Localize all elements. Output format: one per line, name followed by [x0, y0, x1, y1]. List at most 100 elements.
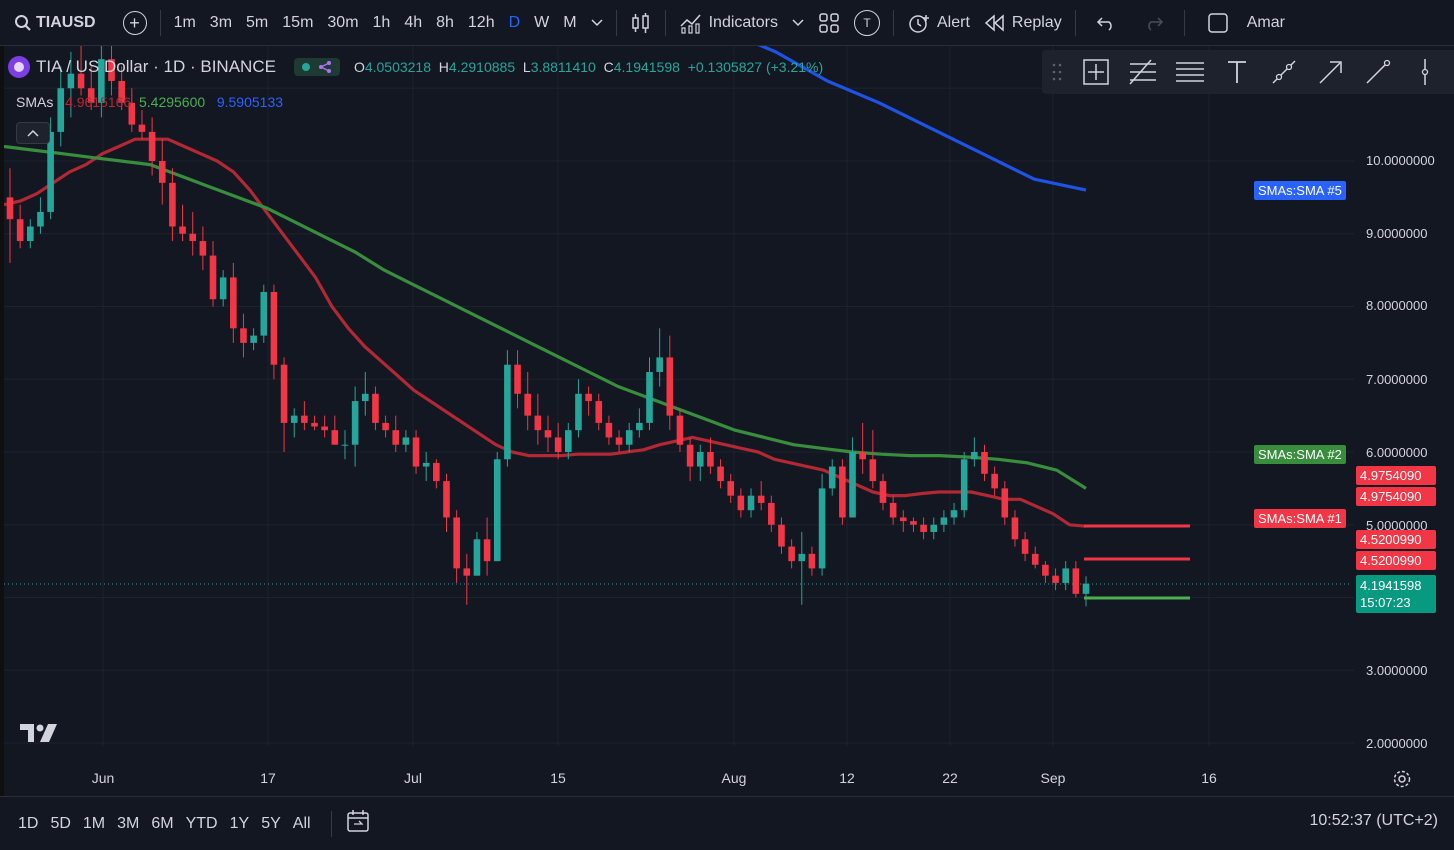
- candle-body: [504, 364, 511, 460]
- drag-handle[interactable]: [1052, 62, 1064, 82]
- templates-button[interactable]: T: [847, 0, 887, 46]
- candle-body: [118, 80, 125, 103]
- chart-pane[interactable]: [4, 46, 1454, 796]
- range-1y[interactable]: 1Y: [229, 814, 250, 832]
- interval-30m[interactable]: 30m: [327, 13, 359, 31]
- candle-body: [412, 437, 420, 467]
- legend-title[interactable]: TIA / US Dollar · 1D · BINANCE: [36, 57, 276, 76]
- candle-body: [138, 124, 146, 132]
- account-label: Amar: [1246, 13, 1285, 31]
- calendar-icon: [346, 810, 369, 832]
- parallel-channel-tool[interactable]: [1166, 50, 1213, 94]
- interval-m[interactable]: M: [563, 13, 577, 31]
- range-6m[interactable]: 6M: [151, 814, 174, 832]
- interval-w[interactable]: W: [534, 13, 550, 31]
- replay-button[interactable]: Replay: [977, 0, 1069, 46]
- time-tick: Jun: [91, 770, 115, 786]
- candle-body: [818, 488, 826, 569]
- range-all[interactable]: All: [292, 814, 311, 832]
- arrow-tool[interactable]: [1307, 50, 1354, 94]
- gear-icon: [1393, 770, 1411, 788]
- trend-line-icon: [1271, 60, 1296, 84]
- candle-body: [666, 357, 674, 416]
- fib-tool[interactable]: [1119, 50, 1166, 94]
- sma-legend-label: SMAs: [16, 94, 54, 110]
- market-status[interactable]: [293, 58, 340, 76]
- redo-button[interactable]: [1130, 0, 1178, 46]
- ray-tool[interactable]: [1354, 50, 1401, 94]
- vertical-line-tool[interactable]: [1401, 50, 1448, 94]
- time-tick: Jul: [404, 770, 422, 786]
- price-tick: 9.0000000: [1366, 226, 1428, 241]
- last-price-value: 4.1941598: [1360, 578, 1422, 593]
- crosshair-tool[interactable]: [1072, 50, 1119, 94]
- redo-icon: [1148, 16, 1163, 31]
- text-tool[interactable]: [1213, 50, 1260, 94]
- indicators-button[interactable]: Indicators: [672, 0, 785, 46]
- candle-body: [910, 521, 917, 525]
- candle-body: [443, 481, 450, 518]
- interval-12h[interactable]: 12h: [467, 13, 495, 31]
- candle-body: [889, 502, 897, 518]
- compare-add-button[interactable]: +: [116, 0, 154, 46]
- interval-d[interactable]: D: [508, 13, 521, 31]
- alert-button[interactable]: Alert: [900, 0, 977, 46]
- candle-body: [1042, 564, 1049, 576]
- sma1-tag[interactable]: SMAs:SMA #1: [1254, 509, 1346, 528]
- candle-body: [158, 161, 166, 183]
- sma2-tag[interactable]: SMAs:SMA #2: [1254, 445, 1346, 464]
- candle-body: [960, 459, 968, 511]
- candle-body: [47, 131, 54, 212]
- legend-collapse-button[interactable]: [16, 122, 50, 144]
- price-chart[interactable]: [4, 46, 1454, 796]
- account-button[interactable]: Amar: [1191, 0, 1292, 46]
- symbol-search-button[interactable]: TIAUSD: [0, 0, 116, 46]
- crosshair-box-icon: [1082, 59, 1109, 85]
- high-label: H: [438, 59, 449, 75]
- go-to-date-button[interactable]: [346, 809, 370, 838]
- sma-legend[interactable]: SMAs 4.9615166 5.4295600 9.5905133: [16, 94, 283, 110]
- interval-1m[interactable]: 1m: [173, 13, 196, 31]
- interval-8h[interactable]: 8h: [436, 13, 454, 31]
- interval-5m[interactable]: 5m: [246, 13, 269, 31]
- range-5y[interactable]: 5Y: [261, 814, 281, 832]
- interval-3m[interactable]: 3m: [209, 13, 233, 31]
- interval-4h[interactable]: 4h: [404, 13, 423, 31]
- sma1-price-tag: 4.5200990: [1356, 530, 1436, 549]
- trend-line-tool[interactable]: [1260, 50, 1307, 94]
- candle-body: [148, 131, 156, 161]
- candle-body: [230, 277, 237, 329]
- interval-1h[interactable]: 1h: [372, 13, 391, 31]
- sma5-tag[interactable]: SMAs:SMA #5: [1254, 181, 1346, 200]
- candle-body: [636, 422, 643, 431]
- price-tick: 8.0000000: [1366, 298, 1428, 313]
- interval-dropdown[interactable]: [584, 0, 610, 46]
- candle-body: [1082, 583, 1090, 594]
- candle-body: [1052, 575, 1059, 583]
- sma2-price-tag-secondary: 4.9754090: [1356, 487, 1436, 506]
- rewind-icon: [984, 13, 1004, 32]
- candle-body: [77, 73, 85, 89]
- tradingview-logo[interactable]: [20, 722, 58, 749]
- range-3m[interactable]: 3M: [117, 814, 140, 832]
- sma2-line: [4, 144, 1087, 490]
- undo-button[interactable]: [1082, 0, 1130, 46]
- range-1d[interactable]: 1D: [18, 814, 39, 832]
- indicators-dropdown[interactable]: [785, 0, 811, 46]
- sma-lines: [4, 46, 1087, 528]
- chart-grid: [4, 46, 1354, 746]
- range-ytd[interactable]: YTD: [185, 814, 218, 832]
- range-5d[interactable]: 5D: [50, 814, 71, 832]
- clock-timezone[interactable]: 10:52:37 (UTC+2): [1309, 812, 1438, 829]
- tradingview-logo-icon: [20, 724, 57, 742]
- chart-type-button[interactable]: [623, 0, 659, 46]
- candle-body: [981, 452, 988, 474]
- layouts-button[interactable]: [811, 0, 847, 46]
- interval-15m[interactable]: 15m: [282, 13, 314, 31]
- chart-settings-button[interactable]: [1392, 769, 1412, 794]
- candle-body: [1001, 488, 1009, 518]
- candle-body: [971, 452, 978, 460]
- candle-body: [189, 233, 197, 242]
- divider: [330, 810, 332, 837]
- range-1m[interactable]: 1M: [82, 814, 106, 832]
